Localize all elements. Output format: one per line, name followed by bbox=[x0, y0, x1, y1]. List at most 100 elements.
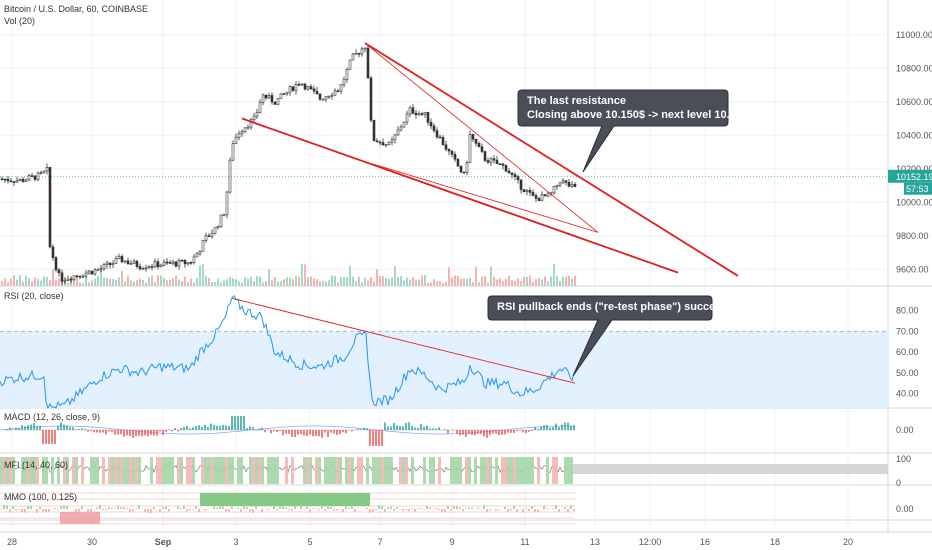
mfi-block bbox=[399, 457, 402, 484]
candle-body bbox=[264, 94, 268, 99]
macd-bar bbox=[21, 425, 23, 430]
volume-bar bbox=[502, 281, 504, 286]
macd-bar bbox=[372, 430, 374, 446]
macd-bar bbox=[204, 424, 206, 430]
mfi-block bbox=[33, 457, 36, 484]
mmo-bar bbox=[111, 507, 113, 509]
mfi-block bbox=[531, 457, 534, 484]
mmo-bar bbox=[372, 509, 374, 512]
volume-bar bbox=[250, 276, 252, 286]
mmo-bar bbox=[402, 509, 404, 511]
mfi-block bbox=[225, 457, 228, 484]
mmo-bar bbox=[192, 509, 194, 510]
mmo-bar bbox=[9, 509, 11, 513]
volume-bar bbox=[460, 278, 462, 286]
mfi-block bbox=[177, 457, 180, 484]
candle-body bbox=[354, 52, 358, 55]
macd-bar bbox=[540, 426, 542, 430]
candle-body bbox=[408, 107, 412, 115]
candle-body bbox=[567, 181, 571, 187]
mfi-block bbox=[309, 457, 312, 484]
volume-bar bbox=[496, 279, 498, 286]
macd-bar bbox=[264, 430, 266, 433]
candle-body bbox=[564, 180, 568, 183]
mmo-bar bbox=[15, 509, 17, 511]
volume-bars bbox=[1, 263, 576, 286]
macd-bar bbox=[423, 426, 425, 430]
mmo-bar bbox=[411, 508, 413, 509]
mfi-block bbox=[108, 457, 111, 484]
volume-bar bbox=[550, 276, 552, 286]
macd-bar bbox=[207, 426, 209, 430]
mfi-block bbox=[390, 457, 393, 484]
volume-bar bbox=[7, 282, 9, 286]
volume-bar bbox=[22, 281, 24, 286]
mmo-bar bbox=[381, 506, 383, 509]
macd-bar bbox=[147, 430, 149, 437]
candle-body bbox=[573, 183, 577, 187]
mfi-block bbox=[348, 457, 351, 484]
mfi-block bbox=[252, 457, 255, 484]
volume-bar bbox=[40, 280, 42, 286]
macd-bar bbox=[18, 428, 20, 430]
mmo-bar bbox=[36, 509, 38, 513]
mfi-block bbox=[465, 457, 468, 484]
volume-bar bbox=[391, 277, 393, 286]
macd-bar bbox=[285, 430, 287, 434]
candle-body bbox=[297, 84, 301, 86]
mmo-bar bbox=[219, 505, 221, 509]
mmo-bar bbox=[444, 509, 446, 513]
volume-bar bbox=[97, 275, 99, 286]
mmo-bar bbox=[108, 507, 110, 509]
mmo-bar bbox=[24, 509, 26, 513]
volume-bar bbox=[514, 280, 516, 286]
candle-body bbox=[294, 84, 298, 91]
mfi-block bbox=[3, 457, 6, 484]
volume-bar bbox=[262, 282, 264, 286]
volume-bar bbox=[151, 275, 153, 286]
macd-bar bbox=[309, 430, 311, 435]
mmo-bar bbox=[522, 509, 524, 512]
candle-body bbox=[543, 194, 547, 197]
volume-bar bbox=[571, 278, 573, 286]
volume-bar bbox=[325, 281, 327, 286]
x-tick-label: 18 bbox=[770, 537, 780, 547]
volume-bar bbox=[457, 276, 459, 286]
volume-bar bbox=[307, 277, 309, 286]
volume-bar bbox=[565, 276, 567, 286]
mmo-bar bbox=[78, 509, 80, 512]
volume-bar bbox=[169, 279, 171, 286]
volume-bar bbox=[112, 278, 114, 286]
volume-bar bbox=[52, 268, 54, 286]
mfi-block bbox=[255, 457, 258, 484]
mmo-bar bbox=[471, 507, 473, 509]
price-tick-label: 9800.00 bbox=[896, 231, 929, 241]
candle-body bbox=[369, 77, 373, 121]
mmo-bar bbox=[486, 509, 488, 513]
macd-bar bbox=[222, 424, 224, 430]
candle-body bbox=[201, 240, 205, 252]
macd-bar bbox=[402, 426, 404, 430]
mfi-tick-label: 100 bbox=[896, 454, 911, 464]
mfi-block bbox=[570, 457, 573, 484]
mfi-block bbox=[303, 457, 306, 484]
mfi-block bbox=[159, 457, 162, 484]
candle-body bbox=[141, 267, 145, 270]
candle-body bbox=[183, 260, 187, 265]
mmo-bar bbox=[531, 506, 533, 509]
volume-bar bbox=[337, 282, 339, 286]
trendlines bbox=[0, 42, 888, 384]
volume-bar bbox=[283, 279, 285, 286]
mmo-bar bbox=[144, 509, 146, 512]
mmo-bar bbox=[387, 507, 389, 509]
volume-bar bbox=[277, 281, 279, 286]
candle-body bbox=[234, 136, 238, 144]
macd-bar bbox=[507, 430, 509, 433]
volume-bar bbox=[163, 278, 165, 286]
mmo-bar bbox=[525, 507, 527, 509]
macd-bar bbox=[288, 430, 290, 434]
volume-bar bbox=[466, 278, 468, 286]
volume-bar bbox=[505, 278, 507, 286]
mfi-block bbox=[261, 457, 264, 484]
